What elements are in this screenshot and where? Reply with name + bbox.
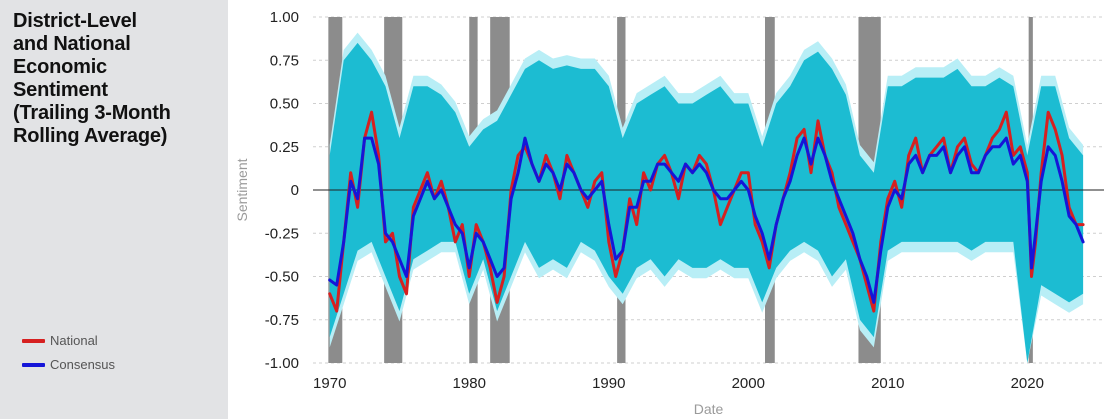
x-axis-title: Date	[694, 401, 724, 417]
y-tick-label: 0.75	[270, 52, 299, 69]
x-tick-label: 2000	[732, 375, 765, 392]
y-tick-label: 0.50	[270, 96, 299, 113]
y-tick-label: -0.75	[265, 312, 299, 329]
x-axis-ticks: 1970 1980 1990 2000 2010 2020	[313, 375, 1044, 392]
series-line-national	[328, 110, 1085, 313]
x-tick-label: 1980	[453, 375, 486, 392]
y-axis-title: Sentiment	[234, 158, 250, 221]
x-tick-label: 2020	[1011, 375, 1044, 392]
legend-swatch-consensus	[22, 363, 45, 367]
y-tick-label: 0	[291, 182, 299, 199]
x-tick-label: 2010	[871, 375, 904, 392]
x-tick-label: 1990	[592, 375, 625, 392]
district-band	[329, 42, 1084, 364]
y-tick-label: -0.50	[265, 269, 299, 286]
x-tick-label: 1970	[313, 375, 346, 392]
y-tick-label: 1.00	[270, 9, 299, 26]
legend-swatch-national	[22, 339, 45, 343]
sentiment-chart: 1.00 0.75 0.50 0.25 0 -0.25 -0.50 -0.75 -1.00 19…	[234, 9, 1104, 417]
y-axis-ticks: 1.00 0.75 0.50 0.25 0 -0.25 -0.50 -0.75 -1.00	[265, 9, 299, 372]
y-tick-label: 0.25	[270, 139, 299, 156]
side-panel: District-Level and National Economic Sen…	[0, 0, 228, 419]
y-tick-label: -0.25	[265, 225, 299, 242]
district-range-band	[329, 32, 1084, 364]
series-lines	[328, 110, 1085, 313]
legend-label-national: National	[50, 333, 98, 348]
chart-title: District-Level and National Economic Sen…	[13, 10, 171, 147]
series-line-consensus	[328, 136, 1085, 304]
legend-label-consensus: Consensus	[50, 357, 116, 372]
y-tick-label: -1.00	[265, 355, 299, 372]
